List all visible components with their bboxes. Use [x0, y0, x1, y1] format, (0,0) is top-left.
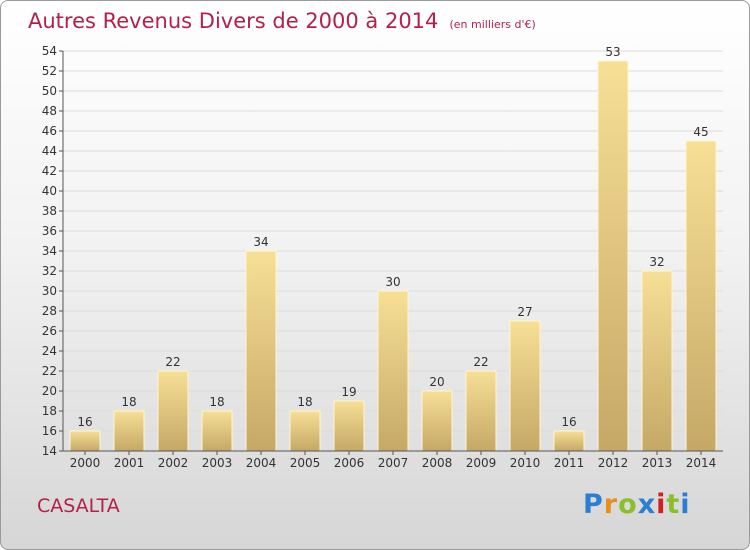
x-tick-label-2000: 2000	[70, 456, 101, 470]
x-tick-label-2014: 2014	[686, 456, 717, 470]
bar-2008	[421, 390, 453, 452]
y-tick-label: 22	[42, 364, 57, 378]
y-tick-label: 16	[42, 424, 57, 438]
y-tick-label: 32	[42, 264, 57, 278]
chart-title: Autres Revenus Divers de 2000 à 2014	[28, 9, 439, 33]
y-tick-label: 54	[42, 44, 57, 58]
value-label-2011: 16	[561, 415, 576, 429]
y-tick-label: 36	[42, 224, 57, 238]
y-tick-label: 20	[42, 384, 57, 398]
value-label-2009: 22	[473, 355, 488, 369]
chart-title-block: Autres Revenus Divers de 2000 à 2014 (en…	[28, 9, 536, 33]
x-tick-label-2007: 2007	[378, 456, 409, 470]
x-tick-label-2009: 2009	[466, 456, 497, 470]
value-label-2008: 20	[429, 375, 444, 389]
chart-unit: (en milliers d'€)	[449, 18, 536, 31]
y-tick-label: 24	[42, 344, 57, 358]
bar-2013	[641, 270, 673, 452]
proxiti-logo: Proxiti	[583, 489, 691, 520]
logo-letter: t	[666, 489, 681, 520]
bar-2010	[509, 320, 541, 452]
value-label-2006: 19	[341, 385, 356, 399]
value-label-2005: 18	[297, 395, 312, 409]
x-tick-label-2013: 2013	[642, 456, 673, 470]
y-tick-label: 44	[42, 144, 57, 158]
x-tick-label-2001: 2001	[114, 456, 145, 470]
bar-2007	[377, 290, 409, 452]
x-tick-label-2006: 2006	[334, 456, 365, 470]
y-tick-labels: 14 16 18 20 22 24 26 28 30 32 34 36 38 40 42 44 46 48 50 52…	[42, 44, 57, 458]
value-label-2013: 32	[649, 255, 664, 269]
logo-letter: x	[637, 489, 657, 520]
logo-letter: i	[656, 489, 667, 520]
x-tick-labels: 2000 2001 2002 2003 2004 2005 2006 2007 2008 2009…	[70, 456, 717, 470]
y-tick-label: 34	[42, 244, 57, 258]
bars	[69, 60, 717, 452]
y-tick-label: 50	[42, 84, 57, 98]
axes	[59, 50, 723, 455]
bar-2000	[69, 430, 101, 452]
value-label-2001: 18	[121, 395, 136, 409]
y-tick-label: 26	[42, 324, 57, 338]
x-tick-label-2008: 2008	[422, 456, 453, 470]
value-label-2004: 34	[253, 235, 268, 249]
y-tick-label: 14	[42, 444, 57, 458]
bar-2006	[333, 400, 365, 452]
logo-letter: r	[603, 489, 619, 520]
value-label-2012: 53	[605, 45, 620, 59]
value-labels: 16 18 22 18 34 18 19 30 20 22 27 16 53 32 45	[77, 45, 708, 429]
x-tick-label-2004: 2004	[246, 456, 277, 470]
x-tick-label-2011: 2011	[554, 456, 585, 470]
y-tick-label: 38	[42, 204, 57, 218]
y-tick-label: 48	[42, 104, 57, 118]
x-tick-label-2005: 2005	[290, 456, 321, 470]
value-label-2002: 22	[165, 355, 180, 369]
value-label-2007: 30	[385, 275, 400, 289]
y-tick-label: 40	[42, 184, 57, 198]
x-tick-label-2010: 2010	[510, 456, 541, 470]
bar-2004	[245, 250, 277, 452]
bar-2002	[157, 370, 189, 452]
value-label-2003: 18	[209, 395, 224, 409]
y-tick-label: 28	[42, 304, 57, 318]
x-tick-label-2002: 2002	[158, 456, 189, 470]
bar-2003	[201, 410, 233, 452]
logo-letter: o	[618, 489, 638, 520]
y-tick-label: 18	[42, 404, 57, 418]
commune-name: CASALTA	[37, 495, 120, 517]
y-tick-label: 46	[42, 124, 57, 138]
bar-2009	[465, 370, 497, 452]
x-tick-label-2012: 2012	[598, 456, 629, 470]
y-tick-label: 30	[42, 284, 57, 298]
logo-letter: P	[583, 489, 604, 520]
bar-2014	[685, 140, 717, 452]
x-tick-label-2003: 2003	[202, 456, 233, 470]
value-label-2014: 45	[693, 125, 708, 139]
bar-2005	[289, 410, 321, 452]
logo-letter: i	[680, 489, 691, 520]
bar-2001	[113, 410, 145, 452]
bar-2012	[597, 60, 629, 452]
y-tick-label: 52	[42, 64, 57, 78]
value-label-2000: 16	[77, 415, 92, 429]
y-tick-label: 42	[42, 164, 57, 178]
bar-2011	[553, 430, 585, 452]
value-label-2010: 27	[517, 305, 532, 319]
